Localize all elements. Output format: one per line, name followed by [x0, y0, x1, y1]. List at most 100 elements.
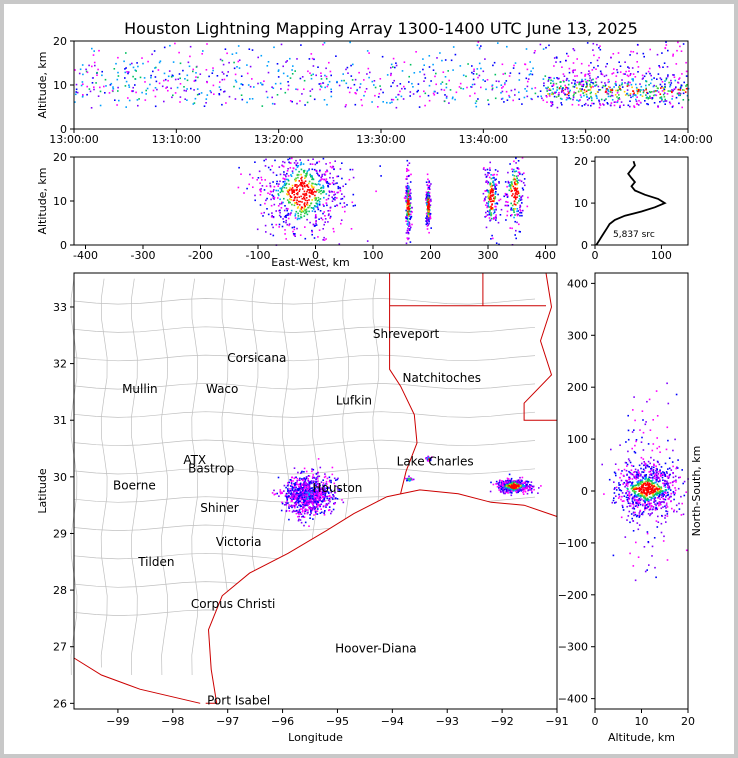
source-point-ew [284, 215, 287, 217]
source-point-time [663, 96, 666, 98]
source-point-time [508, 94, 510, 97]
source-point-ns [664, 491, 667, 493]
source-point-time [216, 75, 219, 77]
source-point-ew [272, 226, 274, 229]
source-point-map [314, 501, 316, 503]
source-point-ew [286, 199, 289, 201]
source-point-time [411, 82, 413, 85]
source-point-map [498, 480, 501, 482]
source-point-ew [260, 188, 262, 190]
source-point-time [319, 88, 321, 91]
source-point-time [611, 73, 613, 75]
source-point-ew [300, 195, 302, 198]
source-point-time [402, 98, 405, 100]
source-point-time [228, 95, 231, 98]
source-point-time [350, 87, 352, 89]
source-point-ew [304, 209, 306, 212]
source-point-time [668, 81, 670, 84]
source-point-time [408, 75, 410, 78]
source-point-map [307, 490, 310, 492]
source-point-time [308, 58, 311, 60]
source-point-map [522, 488, 525, 490]
source-point-time [553, 77, 555, 80]
source-point-ew [278, 183, 280, 185]
source-point-map [537, 492, 539, 494]
source-point-ew [269, 185, 272, 187]
source-point-map [292, 496, 294, 499]
source-point-time [593, 54, 595, 57]
source-point-time [418, 106, 421, 108]
source-point-time [632, 90, 635, 92]
source-point-map [288, 481, 290, 484]
source-point-ew [517, 182, 519, 184]
source-point-map [316, 475, 319, 478]
source-point-time [392, 82, 394, 84]
source-point-map [318, 487, 320, 490]
source-point-time [135, 70, 137, 72]
source-point-time [599, 103, 601, 105]
source-point-ns [653, 464, 655, 466]
source-point-time [472, 78, 475, 81]
source-point-ew [277, 185, 279, 187]
source-point-time [636, 96, 638, 98]
source-point-time [512, 67, 515, 69]
source-point-time [79, 68, 82, 71]
source-point-map [306, 501, 308, 503]
source-point-ew [493, 188, 495, 190]
source-point-ew [282, 181, 285, 183]
x-tick-label: 13:30:00 [356, 133, 405, 146]
source-point-time [338, 84, 341, 87]
source-point-ew [513, 168, 515, 171]
source-point-time [212, 84, 215, 87]
source-point-time [672, 89, 674, 92]
source-point-ew [334, 182, 337, 185]
source-point-ns [664, 505, 666, 508]
source-point-ew [407, 201, 409, 204]
source-point-time [647, 92, 649, 95]
source-point-time [584, 73, 587, 76]
source-point-time [604, 84, 607, 86]
source-point-ew [302, 196, 305, 199]
source-point-map [531, 487, 533, 490]
source-point-time [589, 89, 592, 91]
source-point-ns [641, 512, 644, 514]
source-point-ew [293, 226, 296, 228]
source-point-time [117, 56, 119, 59]
source-point-time [164, 78, 167, 81]
source-point-ew [311, 163, 314, 165]
source-point-map [297, 471, 299, 474]
source-point-ew [285, 178, 288, 181]
source-point-time [81, 96, 84, 98]
source-point-time [600, 73, 603, 75]
city-label-lake-charles: Lake Charles [397, 455, 474, 469]
source-point-ns [670, 500, 672, 503]
source-point-ew [482, 168, 485, 170]
source-point-time [219, 81, 221, 83]
source-point-ew [351, 201, 354, 204]
source-point-ns [670, 492, 672, 495]
source-point-ew [407, 164, 409, 167]
source-point-ns [640, 487, 642, 490]
source-point-time [116, 78, 119, 81]
source-point-map [317, 508, 319, 510]
source-point-ns [637, 474, 640, 477]
source-point-ew [283, 186, 286, 189]
source-point-time [292, 65, 294, 67]
source-point-ew [305, 184, 308, 187]
source-point-ew [279, 173, 282, 176]
source-point-time [665, 77, 668, 80]
source-point-map [520, 480, 523, 482]
source-point-time [206, 43, 208, 45]
source-point-time [266, 96, 269, 99]
source-point-time [117, 71, 119, 74]
source-point-map [308, 507, 311, 510]
source-point-time [192, 68, 194, 71]
source-point-time [678, 102, 680, 105]
source-point-ew [306, 202, 309, 204]
source-point-time [280, 88, 282, 90]
source-point-map [508, 486, 511, 489]
source-point-ew [323, 190, 325, 192]
source-point-time [551, 91, 554, 94]
source-point-ew [408, 215, 411, 218]
source-point-map [320, 481, 323, 483]
